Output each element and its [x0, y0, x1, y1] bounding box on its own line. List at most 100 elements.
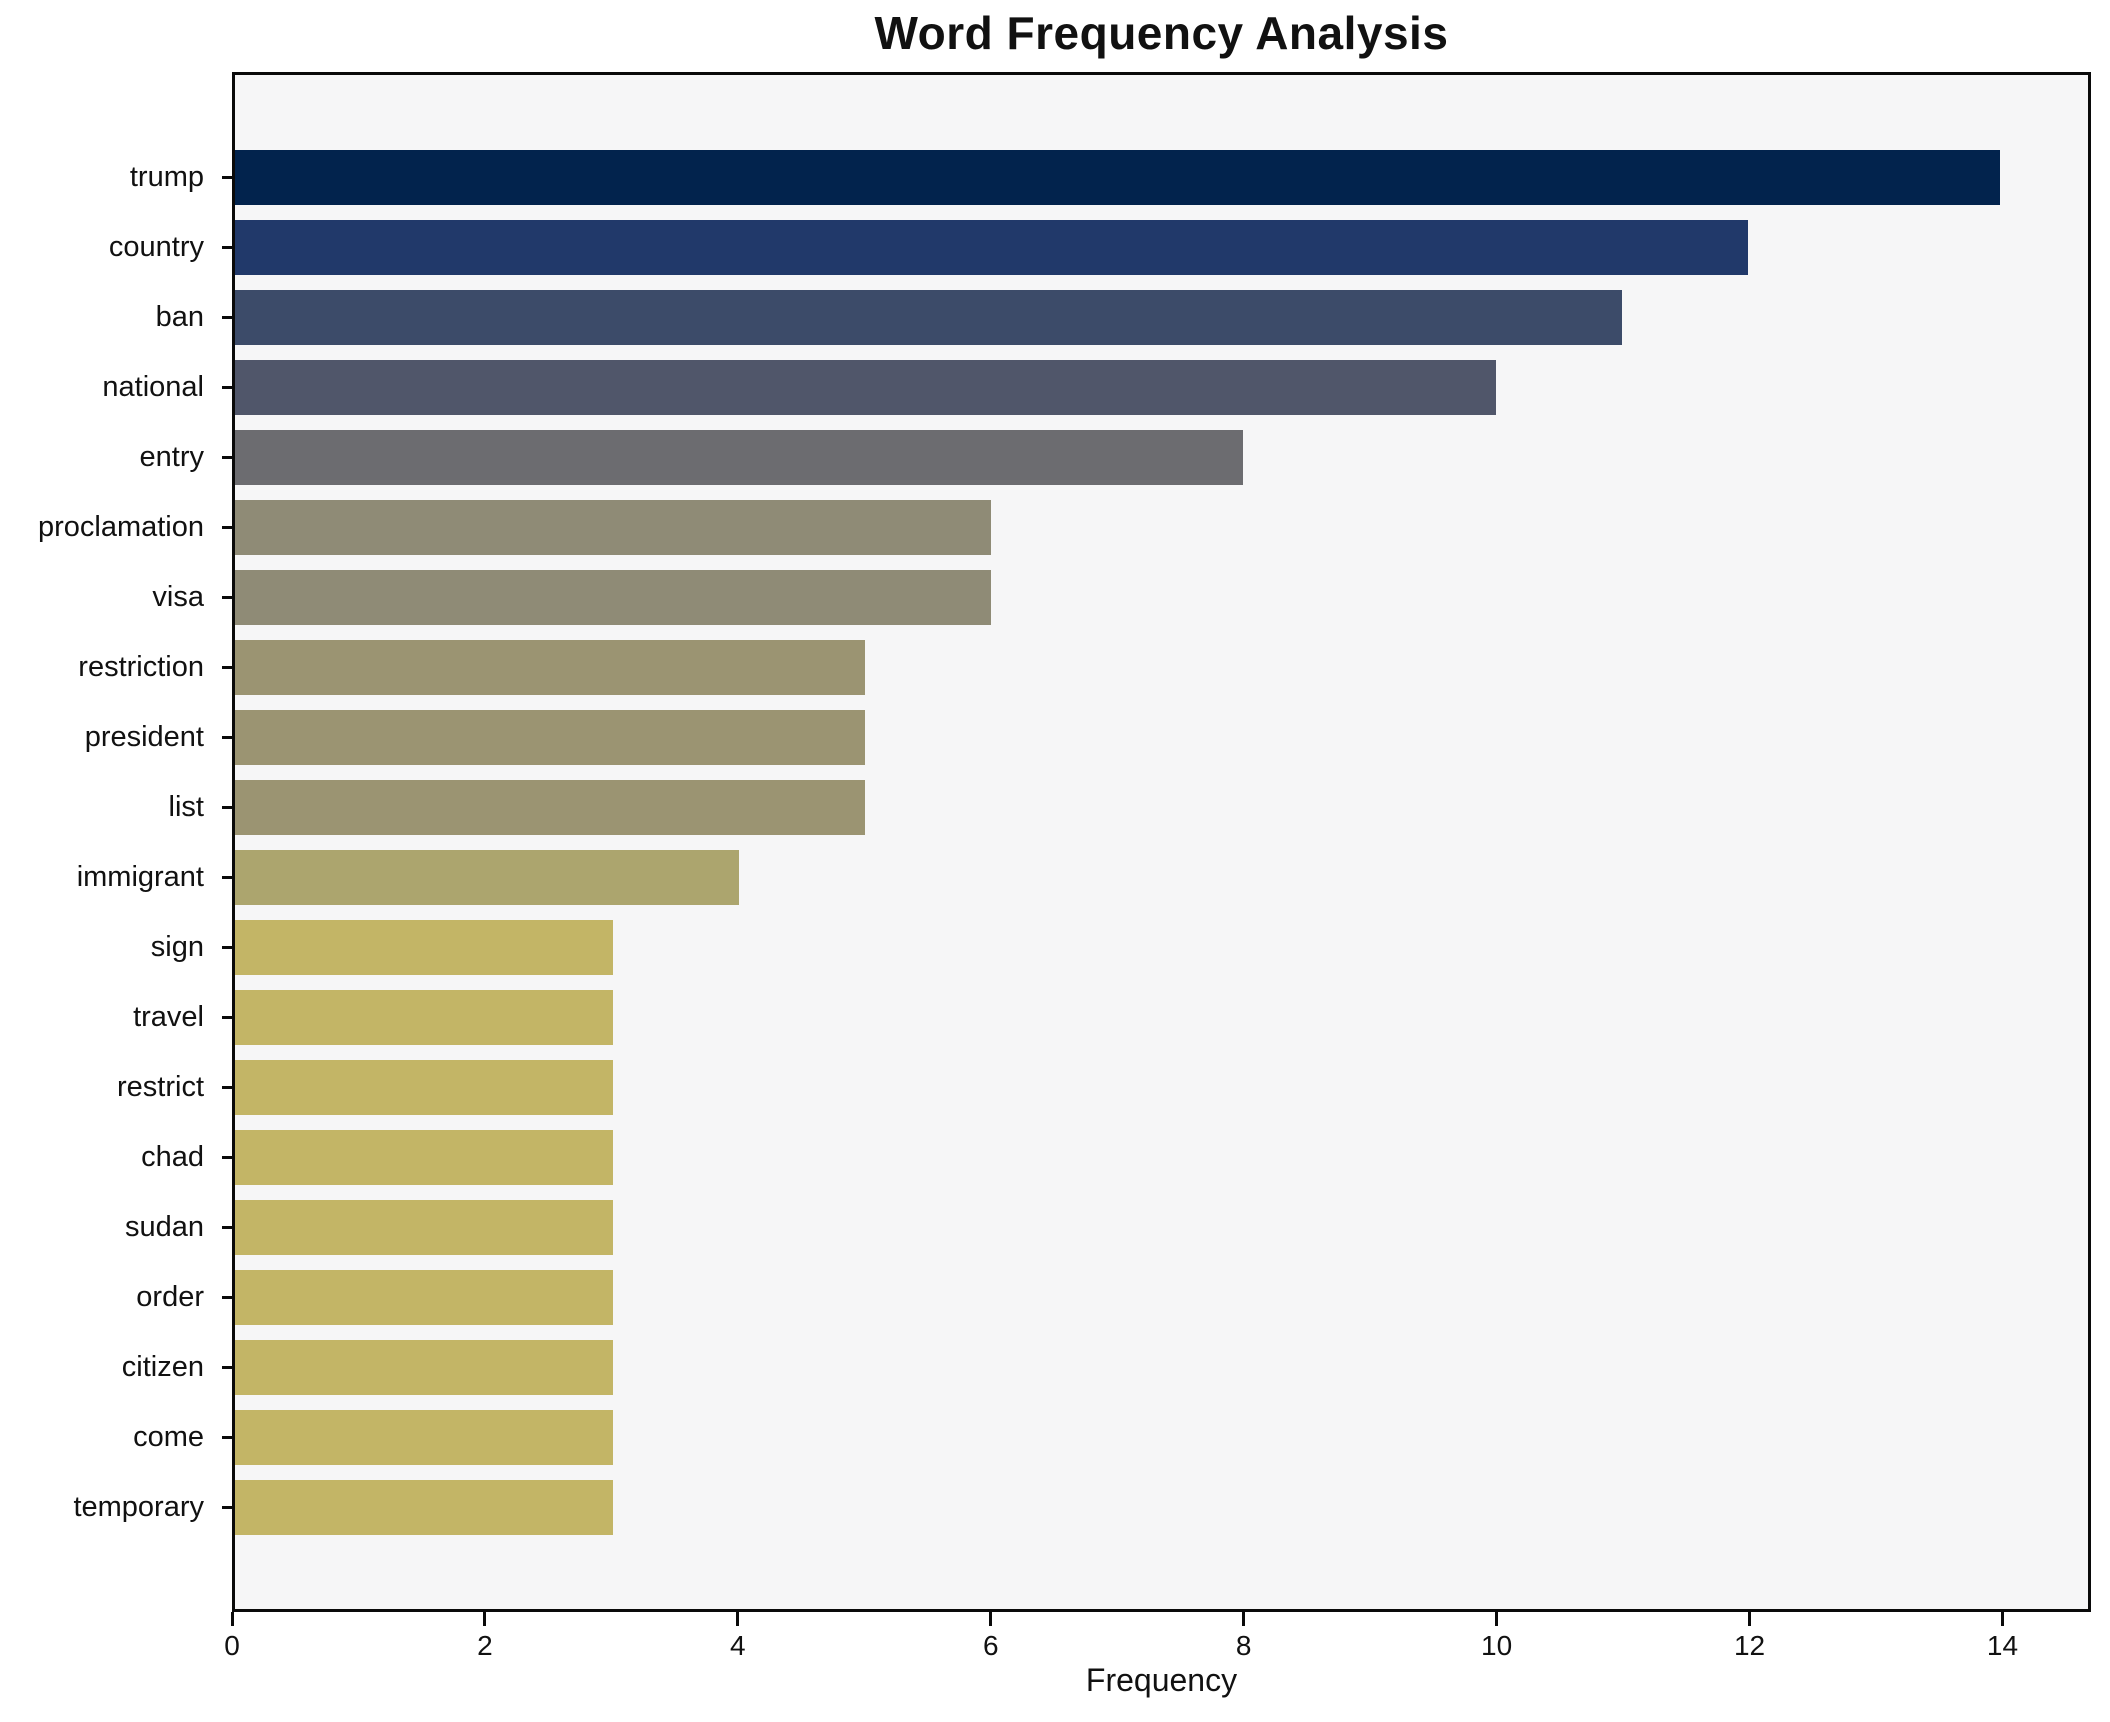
y-tick-label: chad [141, 1140, 204, 1173]
chart-row: president [0, 702, 2110, 772]
y-tick-label: entry [139, 440, 204, 473]
y-tick-mark [222, 1295, 232, 1299]
bar-track [235, 1472, 2088, 1542]
chart-row: citizen [0, 1332, 2110, 1402]
bar-chad [235, 1129, 614, 1185]
bar-track [235, 1332, 2088, 1402]
y-tick-label: sign [150, 930, 204, 963]
x-tick-label: 14 [1986, 1630, 2019, 1661]
x-tick-label: 2 [477, 1630, 493, 1661]
chart-row: temporary [0, 1472, 2110, 1542]
bar-track [235, 702, 2088, 772]
y-tick-mark [222, 875, 232, 879]
bar-proclamation [235, 499, 992, 555]
y-tick-label: sudan [124, 1210, 204, 1243]
x-tick-mark [1748, 1612, 1752, 1626]
y-tick-mark [222, 1505, 232, 1509]
chart-row: restrict [0, 1052, 2110, 1122]
y-tick-label: immigrant [76, 860, 204, 893]
bar-track [235, 1192, 2088, 1262]
chart-row: visa [0, 562, 2110, 632]
bar-ban [235, 289, 1622, 345]
bar-temporary [235, 1479, 614, 1535]
bar-track [235, 632, 2088, 702]
chart-row: come [0, 1402, 2110, 1472]
y-tick-label: national [102, 370, 204, 403]
chart-row: restriction [0, 632, 2110, 702]
chart-row: country [0, 212, 2110, 282]
y-tick-label: come [133, 1420, 204, 1453]
bar-come [235, 1409, 614, 1465]
y-tick-mark [222, 945, 232, 949]
y-tick-label: order [136, 1280, 204, 1313]
y-tick-label: travel [133, 1000, 204, 1033]
y-tick-mark [222, 175, 232, 179]
x-tick-mark [736, 1612, 740, 1626]
x-tick-label: 0 [224, 1630, 240, 1661]
chart-row: ban [0, 282, 2110, 352]
bar-track [235, 142, 2088, 212]
y-tick-label: trump [129, 160, 204, 193]
bar-track [235, 282, 2088, 352]
bar-track [235, 772, 2088, 842]
bar-track [235, 912, 2088, 982]
y-tick-mark [222, 385, 232, 389]
y-tick-label: ban [155, 300, 204, 333]
y-tick-mark [222, 1085, 232, 1089]
chart-row: national [0, 352, 2110, 422]
x-tick-mark [989, 1612, 993, 1626]
y-tick-mark [222, 455, 232, 459]
y-tick-label: country [108, 230, 204, 263]
bar-track [235, 1402, 2088, 1472]
y-tick-mark [222, 595, 232, 599]
chart-row: sign [0, 912, 2110, 982]
chart-row: trump [0, 142, 2110, 212]
y-tick-mark [222, 805, 232, 809]
y-tick-mark [222, 315, 232, 319]
bar-track [235, 562, 2088, 632]
bar-rows: trump country ban national entry proclamation… [0, 72, 2110, 1612]
y-tick-mark [222, 525, 232, 529]
y-tick-label: restriction [78, 650, 204, 683]
y-tick-label: president [84, 720, 204, 753]
bar-president [235, 709, 866, 765]
chart-row: list [0, 772, 2110, 842]
y-tick-mark [222, 1435, 232, 1439]
x-tick-label: 6 [982, 1630, 999, 1661]
bar-sudan [235, 1199, 614, 1255]
bar-track [235, 842, 2088, 912]
bar-travel [235, 989, 614, 1045]
chart-row: proclamation [0, 492, 2110, 562]
bar-country [235, 219, 1748, 275]
bar-immigrant [235, 849, 740, 905]
bar-citizen [235, 1339, 614, 1395]
chart-row: immigrant [0, 842, 2110, 912]
y-tick-label: proclamation [37, 510, 204, 543]
x-axis-label: Frequency [1085, 1662, 1238, 1698]
chart-row: chad [0, 1122, 2110, 1192]
bar-list [235, 779, 866, 835]
bar-sign [235, 919, 614, 975]
bar-track [235, 982, 2088, 1052]
y-tick-mark [222, 245, 232, 249]
x-tick-label: 8 [1235, 1630, 1252, 1661]
y-tick-mark [222, 1015, 232, 1019]
y-tick-mark [222, 665, 232, 669]
bar-track [235, 212, 2088, 282]
chart-row: entry [0, 422, 2110, 492]
x-tick-mark [230, 1612, 234, 1626]
bar-track [235, 1122, 2088, 1192]
y-tick-mark [222, 1225, 232, 1229]
chart-title: Word Frequency Analysis [874, 7, 1449, 59]
chart-row: order [0, 1262, 2110, 1332]
bar-track [235, 492, 2088, 562]
bar-order [235, 1269, 614, 1325]
x-tick-label: 4 [730, 1630, 746, 1661]
chart-row: travel [0, 982, 2110, 1052]
bar-visa [235, 569, 992, 625]
y-tick-label: temporary [73, 1490, 204, 1523]
x-tick-mark [483, 1612, 487, 1626]
bar-restriction [235, 639, 866, 695]
y-tick-mark [222, 1155, 232, 1159]
